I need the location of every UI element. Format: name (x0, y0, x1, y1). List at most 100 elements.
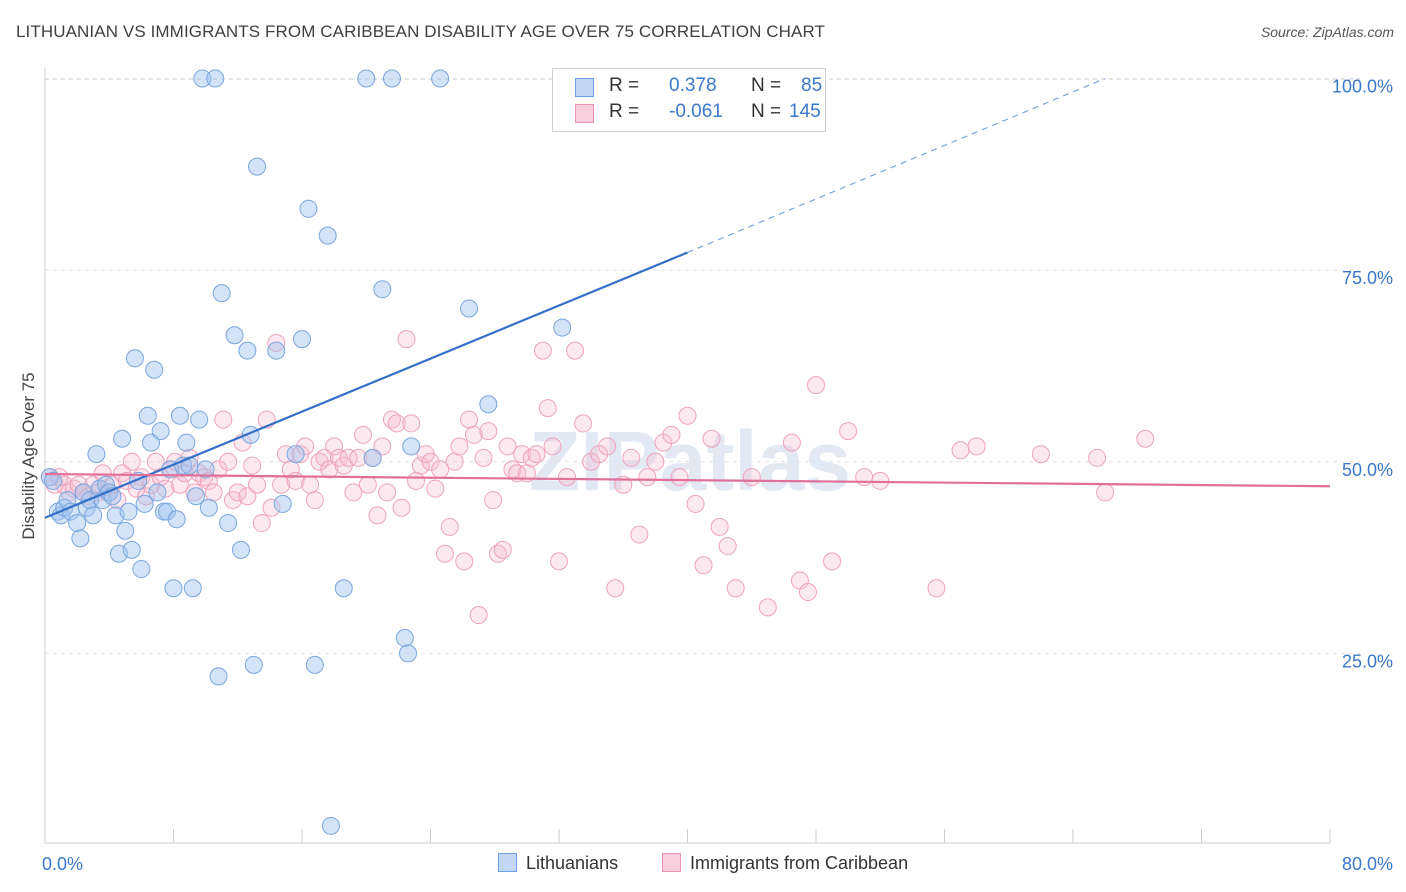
point-caribbean (493, 540, 512, 559)
point-lithuanian (209, 667, 228, 686)
point-caribbean (262, 498, 281, 517)
point-caribbean (479, 422, 498, 441)
point-caribbean (204, 483, 223, 502)
point-lithuanian (87, 445, 106, 464)
point-lithuanian (238, 341, 257, 360)
point-caribbean (598, 437, 617, 456)
point-lithuanian (183, 579, 202, 598)
legend-r-label: R = (609, 101, 640, 122)
point-caribbean (807, 376, 825, 395)
point-caribbean (538, 399, 557, 418)
point-caribbean (951, 441, 970, 460)
point-lithuanian (116, 521, 135, 540)
legend-swatch-blue (575, 78, 594, 97)
point-caribbean (460, 410, 479, 429)
point-caribbean (742, 468, 761, 487)
point-lithuanian (293, 330, 311, 349)
point-lithuanian (334, 579, 353, 598)
y-tick-label: 25.0% (1342, 651, 1393, 671)
x-tick-label: 80.0% (1342, 854, 1393, 874)
point-caribbean (798, 583, 817, 602)
legend-swatch-blue (498, 853, 517, 872)
point-caribbean (450, 437, 469, 456)
point-caribbean (349, 448, 368, 467)
point-lithuanian (273, 494, 292, 513)
point-caribbean (638, 468, 657, 487)
point-caribbean (686, 494, 705, 513)
y-tick-label: 75.0% (1342, 268, 1393, 288)
point-caribbean (440, 517, 459, 536)
point-lithuanian (321, 816, 340, 835)
point-caribbean (402, 414, 421, 433)
point-lithuanian (318, 226, 337, 245)
point-lithuanian (193, 69, 212, 88)
point-lithuanian (299, 199, 318, 218)
point-lithuanian (142, 433, 161, 452)
point-lithuanian (553, 318, 572, 337)
trend-lines (44, 77, 1331, 519)
legend-n-label: N = (751, 75, 782, 96)
point-caribbean (392, 498, 411, 517)
point-lithuanian (145, 360, 164, 379)
legend-n-label: N = (751, 101, 782, 122)
point-caribbean (426, 479, 445, 498)
chart-title: LITHUANIAN VS IMMIGRANTS FROM CARIBBEAN … (16, 22, 826, 41)
point-caribbean (527, 445, 546, 464)
point-caribbean (670, 468, 689, 487)
point-caribbean (630, 525, 649, 544)
point-caribbean (566, 341, 585, 360)
legend-r-value: -0.061 (669, 101, 723, 122)
point-lithuanian (158, 502, 177, 521)
point-caribbean (606, 579, 625, 598)
point-lithuanian (71, 529, 90, 548)
point-lithuanian (402, 437, 421, 456)
point-caribbean (1096, 483, 1115, 502)
point-caribbean (358, 475, 377, 494)
point-caribbean (325, 437, 344, 456)
point-caribbean (407, 471, 426, 490)
point-caribbean (252, 514, 271, 533)
point-caribbean (445, 452, 464, 471)
point-lithuanian (286, 445, 305, 464)
point-caribbean (243, 456, 262, 475)
point-lithuanian (219, 514, 238, 533)
point-lithuanian (395, 629, 414, 648)
legend-r-value: 0.378 (669, 75, 717, 96)
point-lithuanian (479, 395, 498, 414)
point-lithuanian (170, 406, 189, 425)
x-tick-label: 0.0% (42, 854, 83, 874)
point-lithuanian (148, 483, 167, 502)
point-caribbean (397, 330, 416, 349)
legend-r-label: R = (609, 75, 640, 96)
point-lithuanian (399, 644, 418, 663)
point-caribbean (678, 406, 697, 425)
point-caribbean (228, 483, 247, 502)
point-caribbean (1136, 429, 1155, 448)
point-caribbean (209, 460, 228, 479)
point-caribbean (694, 556, 713, 575)
legend-swatch-pink (662, 853, 681, 872)
trend-line-caribbean (44, 472, 1331, 488)
trend-line-lithuanians-extension (687, 77, 1106, 254)
point-caribbean (1088, 448, 1107, 467)
data-points (40, 69, 1155, 835)
point-lithuanian (244, 655, 263, 674)
legend-item-lithuanians: Lithuanians (498, 853, 618, 874)
point-caribbean (550, 552, 568, 571)
point-lithuanian (186, 487, 205, 506)
point-caribbean (967, 437, 986, 456)
point-lithuanian (357, 69, 376, 88)
tick-labels: 25.0% 50.0% 75.0% 100.0% 0.0% 80.0% Disability… (19, 77, 1393, 875)
point-lithuanian (164, 579, 183, 598)
point-caribbean (344, 483, 363, 502)
legend-label: Immigrants from Caribbean (690, 853, 909, 873)
point-lithuanian (248, 157, 267, 176)
point-caribbean (455, 552, 474, 571)
point-lithuanian (373, 280, 392, 299)
y-axis-label: Disability Age Over 75 (19, 372, 38, 539)
legend-n-value: 85 (801, 75, 823, 96)
point-caribbean (214, 410, 233, 429)
point-caribbean (839, 422, 858, 441)
point-lithuanian (119, 502, 138, 521)
